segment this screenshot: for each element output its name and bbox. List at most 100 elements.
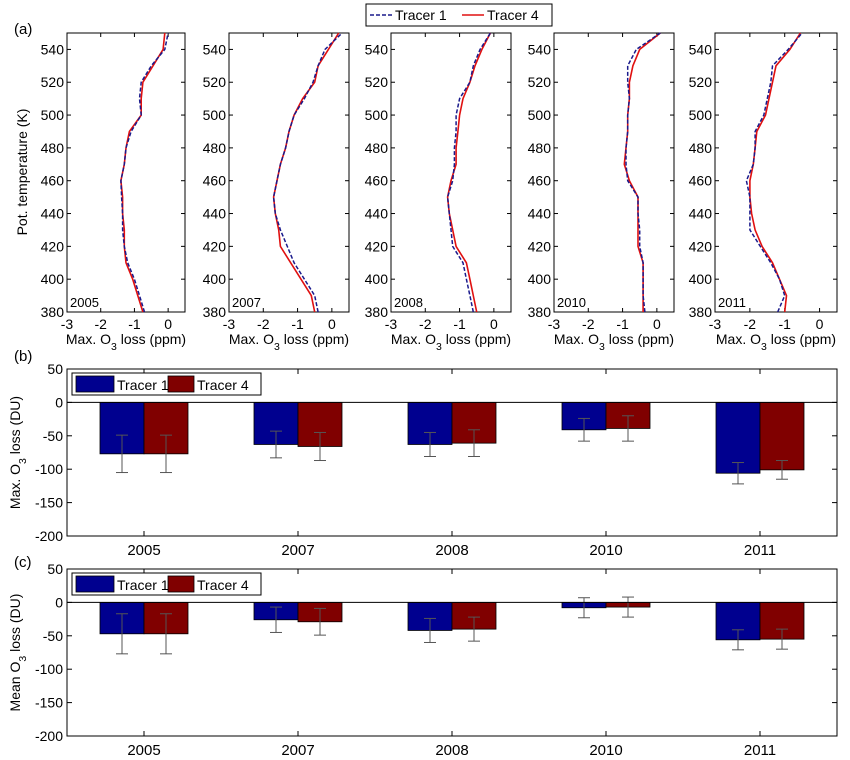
error-bar-tracer1-2005: [116, 613, 128, 655]
legend-box: [71, 572, 262, 596]
x-tick-label: -1: [778, 316, 791, 332]
x-tick-label: 2008: [435, 542, 468, 559]
y-tick-label: -200: [35, 728, 63, 744]
error-bar-tracer1-2008: [424, 431, 436, 458]
y-tick-label: 440: [41, 206, 65, 222]
x-tick-label: -3: [548, 316, 561, 332]
x-tick-label: 0: [816, 316, 824, 332]
y-tick-label: 440: [689, 206, 713, 222]
year-label: 2011: [718, 295, 746, 310]
error-bar-tracer1-2010: [578, 597, 590, 619]
plot-area: [228, 32, 350, 313]
x-tick-label: 0: [328, 316, 336, 332]
plot-area: [390, 32, 512, 313]
y-axis-label: Pot. temperature (K): [14, 109, 30, 236]
series-tracer1-line: [745, 32, 803, 313]
x-tick-label: 2011: [744, 542, 776, 559]
x-axis-label: Max. O3 loss (ppm): [391, 331, 511, 353]
legend-c: Tracer 1 Tracer 4: [71, 572, 262, 596]
y-tick-label: 380: [528, 304, 552, 320]
y-tick-label: 500: [41, 107, 65, 123]
y-tick-label: 500: [203, 107, 227, 123]
error-bar-tracer4-2010: [622, 415, 634, 442]
series-tracer1-line: [272, 32, 343, 313]
error-bar-tracer4-2008: [468, 429, 480, 458]
y-tick-label: -150: [35, 695, 63, 711]
y-tick-label: 540: [689, 41, 713, 57]
y-tick-label: 500: [528, 107, 552, 123]
y-tick-label: 380: [365, 304, 389, 320]
x-tick-label: 0: [164, 316, 172, 332]
y-tick-label: 460: [41, 173, 65, 189]
panel-c: (c) -200 -150 -100 -50 0 50 2005 2007 2008 2010 201…: [7, 554, 838, 759]
y-tick-label: 380: [203, 304, 227, 320]
x-tick-label: -1: [453, 316, 466, 332]
error-bar-tracer1-2005: [116, 434, 128, 474]
error-bar-tracer4-2007: [314, 431, 326, 462]
x-tick-label: -2: [744, 316, 757, 332]
y-tick-label: 0: [55, 594, 63, 610]
error-bar-tracer1-2010: [578, 417, 590, 442]
error-bar-tracer4-2011: [776, 460, 788, 480]
x-tick-label: 0: [653, 316, 661, 332]
x-tick-label: -1: [291, 316, 304, 332]
y-tick-label: 380: [41, 304, 65, 320]
x-tick-label: 0: [490, 316, 498, 332]
y-tick-label: 420: [365, 238, 389, 254]
series-tracer4-line: [272, 32, 340, 313]
error-bar-tracer4-2008: [468, 616, 480, 642]
y-tick-label: 480: [203, 140, 227, 156]
x-tick-label: 2010: [589, 742, 622, 759]
series-tracer1-line: [446, 32, 492, 313]
y-tick-label: 420: [689, 238, 713, 254]
y-tick-label: 520: [203, 74, 227, 90]
y-tick-label: 440: [528, 206, 552, 222]
series-tracer1-line: [120, 32, 169, 313]
panel-label-b: (b): [14, 348, 32, 365]
y-tick-label: 380: [689, 304, 713, 320]
y-tick-label: 460: [203, 173, 227, 189]
legend-box: [71, 372, 262, 396]
y-tick-label: 400: [41, 271, 65, 287]
y-tick-label: -100: [35, 461, 63, 477]
error-bar-tracer1-2011: [732, 629, 744, 651]
year-label: 2008: [394, 295, 423, 310]
subplot-2010: 380 400 420 440 460 480 500 520 540 -3 -2 -1 0 2010 Ma…: [528, 32, 675, 353]
error-bar-tracer1-2007: [270, 606, 282, 633]
subplot-2007: 380 400 420 440 460 480 500 520 540 -3 -2 -1 0 2007 Ma…: [203, 32, 350, 353]
legend-tracer1-label: Tracer 1: [117, 377, 169, 393]
x-axis-label: Max. O3 loss (ppm): [66, 331, 186, 353]
subplot-2008: 380 400 420 440 460 480 500 520 540 -3 -2 -1 0 2008 Ma…: [365, 32, 512, 353]
x-tick-label: 2008: [435, 742, 468, 759]
y-tick-label: 480: [689, 140, 713, 156]
x-tick-label: -1: [128, 316, 141, 332]
y-tick-label: 460: [365, 173, 389, 189]
y-tick-label: 50: [47, 361, 63, 377]
y-tick-label: 400: [365, 271, 389, 287]
plot-area: [714, 32, 838, 313]
y-tick-label: 0: [55, 394, 63, 410]
y-tick-label: 540: [528, 41, 552, 57]
x-tick-label: 2005: [127, 542, 160, 559]
y-tick-label: -200: [35, 528, 63, 544]
y-tick-label: 480: [365, 140, 389, 156]
series-tracer4-line: [749, 32, 802, 313]
legend-tracer4-swatch: [167, 375, 195, 393]
subplot-2011: 380 400 420 440 460 480 500 520 540 -3 -2 -1 0 2011 Ma…: [689, 32, 838, 353]
y-tick-label: 520: [689, 74, 713, 90]
error-bar-tracer4-2005: [160, 613, 172, 655]
y-tick-label: 540: [203, 41, 227, 57]
legend-tracer1-label: Tracer 1: [117, 577, 169, 593]
legend-tracer4-label: Tracer 4: [487, 7, 539, 23]
year-label: 2005: [70, 295, 99, 310]
panel-a: (a) 380 400 420 440 460 480 500 520 540 -3 -2 -1 0 200…: [14, 3, 838, 353]
y-tick-label: 460: [528, 173, 552, 189]
panel-b: (b) -200 -150 -100 -50 0 50 2005 2007 2008 2010 201…: [7, 348, 838, 559]
x-axis-label: Max. O3 loss (ppm): [554, 331, 674, 353]
panel-label-a: (a): [14, 21, 32, 38]
legend-tracer4-label: Tracer 4: [197, 377, 249, 393]
x-tick-label: -3: [61, 316, 74, 332]
y-tick-label: 400: [203, 271, 227, 287]
series-tracer4-line: [623, 32, 661, 312]
y-tick-label: 520: [365, 74, 389, 90]
